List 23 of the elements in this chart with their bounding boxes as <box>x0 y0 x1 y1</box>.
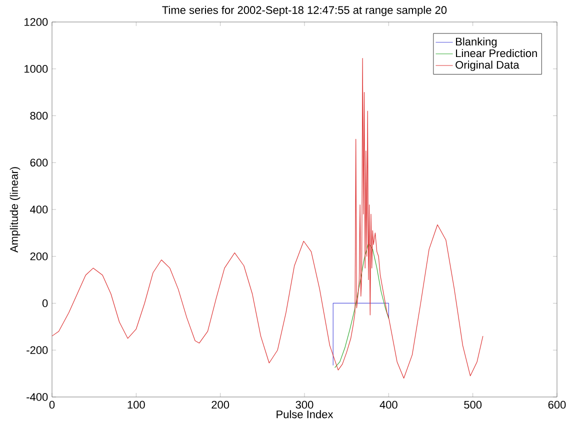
y-tick-label: 800 <box>30 112 48 120</box>
y-tick-label: 1200 <box>24 18 48 26</box>
y-tick-label: 200 <box>30 252 48 260</box>
x-tick-label: 600 <box>548 400 566 409</box>
legend-label: Blanking <box>456 37 497 48</box>
x-tick-label: 400 <box>380 400 398 409</box>
y-tick-label: -200 <box>26 346 48 354</box>
x-axis-title: Pulse Index <box>276 410 334 418</box>
x-tick-label: 200 <box>212 400 230 409</box>
legend-label: Original Data <box>456 60 520 71</box>
y-tick-label: 1000 <box>24 64 48 73</box>
y-tick-label: 600 <box>30 158 48 167</box>
x-tick-label: 300 <box>296 400 314 409</box>
legend-label: Linear Prediction <box>456 49 537 58</box>
chart-title: Time series for 2002-Sept-18 12:47:55 at range sample 20 <box>162 6 447 16</box>
y-axis-title: Amplitude (linear) <box>10 167 20 253</box>
y-tick-label: 400 <box>30 206 48 214</box>
y-tick-label: 0 <box>42 299 48 308</box>
y-tick-label: -400 <box>26 393 48 401</box>
x-tick-label: 100 <box>128 400 145 409</box>
x-tick-label: 0 <box>49 400 55 409</box>
line-series <box>334 242 389 368</box>
x-tick-label: 500 <box>464 400 482 409</box>
